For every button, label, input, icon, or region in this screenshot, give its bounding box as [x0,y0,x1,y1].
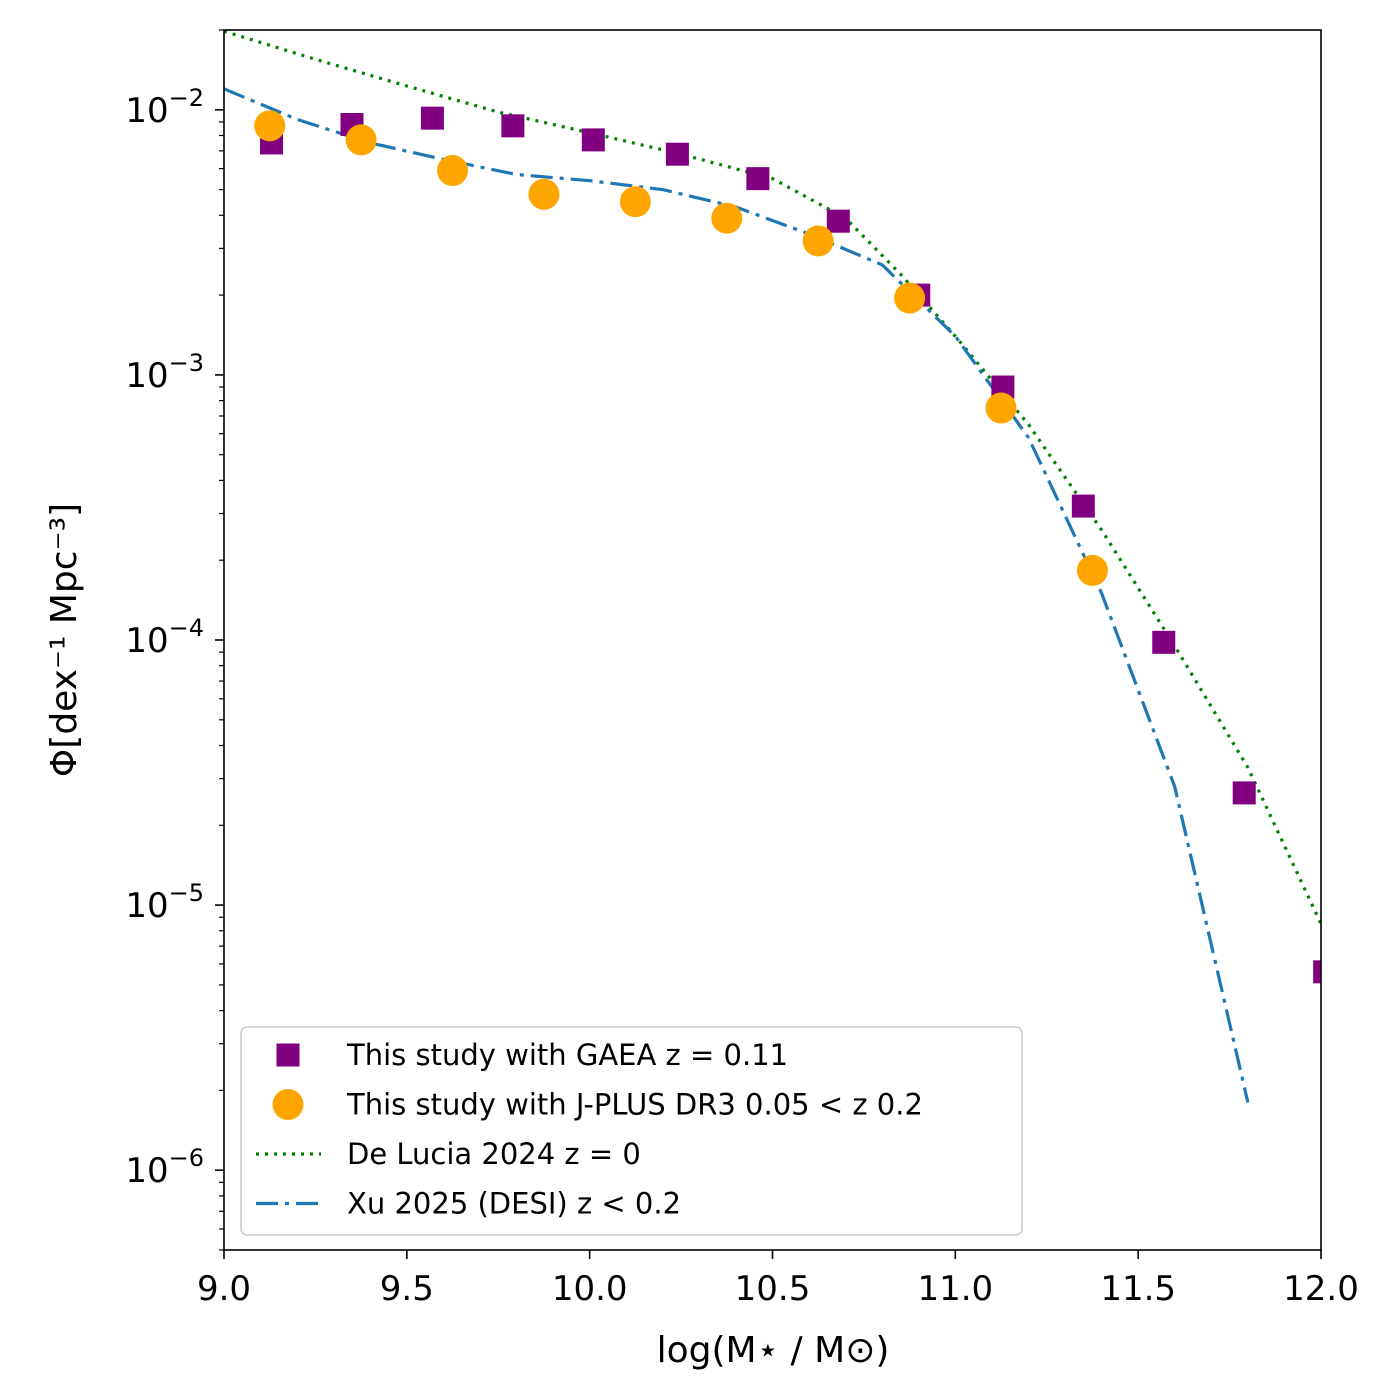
y-tick-exponent: −4 [169,614,204,642]
legend-label: De Lucia 2024 z = 0 [347,1137,641,1171]
y-tick-exponent: −6 [169,1144,204,1172]
x-axis: 9.0 9.5 10.0 10.5 11.0 11.5 12.0 [197,1250,1359,1309]
y-tick-base: 10 [125,356,168,396]
jplus-circle-point [528,178,560,210]
gaea-square-point [991,375,1015,399]
series-line-dashdot [224,87,1250,1103]
x-tick-label: 9.5 [380,1269,434,1309]
gaea-square-point [1071,494,1095,518]
x-tick-label: 12.0 [1283,1269,1359,1309]
legend-box [240,1026,1023,1236]
y-tick-base: 10 [125,1151,168,1191]
y-axis: 10−610−510−410−310−2 [125,29,224,1251]
legend: This study with GAEA z = 0.11 This study … [240,1026,1023,1236]
x-tick-label: 11.0 [917,1269,993,1309]
jplus-circle-point [254,110,286,142]
y-tick-base: 10 [125,621,168,661]
x-tick-label: 10.5 [735,1269,811,1309]
gaea-square-point [746,167,770,191]
y-tick-base: 10 [125,91,168,131]
series-line-dotted [224,30,1321,925]
gaea-square-point [420,106,444,130]
gaea-square-point [1313,960,1321,984]
y-tick-label: 10−4 [125,614,204,661]
y-tick-label: 10−2 [125,84,204,131]
jplus-circle-point [985,392,1017,424]
x-tick-label: 10.0 [552,1269,628,1309]
legend-label: This study with GAEA z = 0.11 [346,1038,788,1072]
y-tick-label: 10−5 [125,879,204,926]
jplus-circle-point [437,155,469,187]
jplus-circle-point [619,186,651,218]
legend-label: Xu 2025 (DESI) z < 0.2 [347,1187,681,1221]
y-tick-base: 10 [125,886,168,926]
jplus-circle-point [894,282,926,314]
gaea-square-point [501,114,525,138]
jplus-circle-point [345,124,377,156]
y-tick-label: 10−3 [125,349,204,396]
gaea-square-point [665,142,689,166]
legend-circle-marker [272,1089,304,1120]
data-layer [224,30,1321,1103]
jplus-circle-point [711,202,743,234]
y-axis-label: Φ[dex⁻¹ Mpc⁻³] [44,503,85,777]
jplus-circle-point [1076,554,1108,586]
y-tick-exponent: −2 [169,84,204,112]
legend-square-marker [276,1043,300,1067]
gaea-square-point [1232,781,1256,805]
y-tick-exponent: −3 [169,349,204,377]
x-tick-label: 11.5 [1100,1269,1176,1309]
y-tick-label: 10−6 [125,1144,204,1191]
gaea-square-point [1152,630,1176,654]
gaea-square-point [581,128,605,152]
gaea-square-point [826,209,850,233]
legend-label: This study with J-PLUS DR3 0.05 < z 0.2 [346,1088,923,1122]
jplus-circle-point [802,225,834,257]
x-tick-label: 9.0 [197,1269,251,1309]
y-tick-exponent: −5 [169,879,204,907]
x-axis-label: log(M⋆ / M⊙) [657,1330,890,1371]
